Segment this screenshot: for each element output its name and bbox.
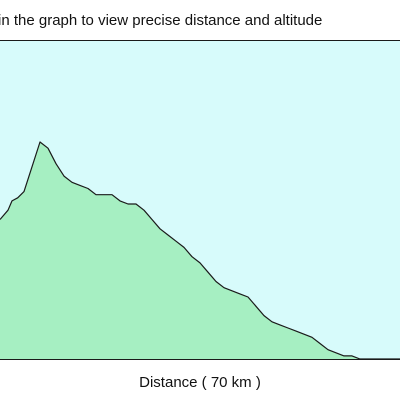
profile-point[interactable] xyxy=(165,232,171,238)
profile-point[interactable] xyxy=(181,244,187,250)
altitude-profile-chart[interactable] xyxy=(0,41,400,360)
profile-point[interactable] xyxy=(189,254,195,260)
profile-point[interactable] xyxy=(381,356,387,360)
profile-point[interactable] xyxy=(341,353,347,359)
profile-point[interactable] xyxy=(85,186,91,192)
profile-point[interactable] xyxy=(357,356,363,360)
profile-point[interactable] xyxy=(69,179,75,185)
instruction-text: in the graph to view precise distance an… xyxy=(0,12,323,29)
profile-point[interactable] xyxy=(133,201,139,207)
profile-point[interactable] xyxy=(349,353,355,359)
profile-point[interactable] xyxy=(229,288,235,294)
profile-point[interactable] xyxy=(149,217,155,223)
profile-point[interactable] xyxy=(9,198,15,204)
profile-plot-area[interactable] xyxy=(0,40,400,360)
profile-point[interactable] xyxy=(37,139,43,145)
profile-point[interactable] xyxy=(309,334,315,340)
profile-point[interactable] xyxy=(61,173,67,179)
profile-point[interactable] xyxy=(325,347,331,353)
profile-point[interactable] xyxy=(157,226,163,232)
profile-point[interactable] xyxy=(173,238,179,244)
profile-area-fill xyxy=(0,142,400,359)
profile-point[interactable] xyxy=(197,260,203,266)
profile-point[interactable] xyxy=(213,279,219,285)
profile-point[interactable] xyxy=(293,328,299,334)
profile-point[interactable] xyxy=(109,192,115,198)
x-axis-label: Distance ( 70 km ) xyxy=(139,374,261,391)
profile-point[interactable] xyxy=(389,356,395,360)
profile-point[interactable] xyxy=(373,356,379,360)
profile-point[interactable] xyxy=(15,195,21,201)
profile-line xyxy=(0,141,400,359)
profile-point[interactable] xyxy=(117,198,123,204)
profile-point[interactable] xyxy=(141,207,147,213)
profile-point[interactable] xyxy=(317,341,323,347)
profile-point[interactable] xyxy=(29,164,35,170)
profile-point[interactable] xyxy=(53,161,59,167)
profile-point[interactable] xyxy=(77,182,83,188)
profile-point[interactable] xyxy=(101,192,107,198)
profile-point[interactable] xyxy=(333,350,339,356)
profile-point[interactable] xyxy=(221,285,227,291)
profile-point[interactable] xyxy=(93,192,99,198)
profile-point[interactable] xyxy=(237,291,243,297)
profile-point[interactable] xyxy=(365,356,371,360)
profile-point[interactable] xyxy=(269,319,275,325)
profile-point[interactable] xyxy=(301,331,307,337)
profile-point[interactable] xyxy=(45,145,51,151)
profile-point[interactable] xyxy=(285,325,291,331)
profile-point[interactable] xyxy=(245,294,251,300)
profile-point[interactable] xyxy=(21,189,27,195)
profile-point[interactable] xyxy=(5,207,11,213)
profile-point[interactable] xyxy=(253,303,259,309)
profile-point[interactable] xyxy=(261,313,267,319)
profile-point[interactable] xyxy=(277,322,283,328)
profile-point[interactable] xyxy=(205,269,211,275)
profile-point[interactable] xyxy=(125,201,131,207)
